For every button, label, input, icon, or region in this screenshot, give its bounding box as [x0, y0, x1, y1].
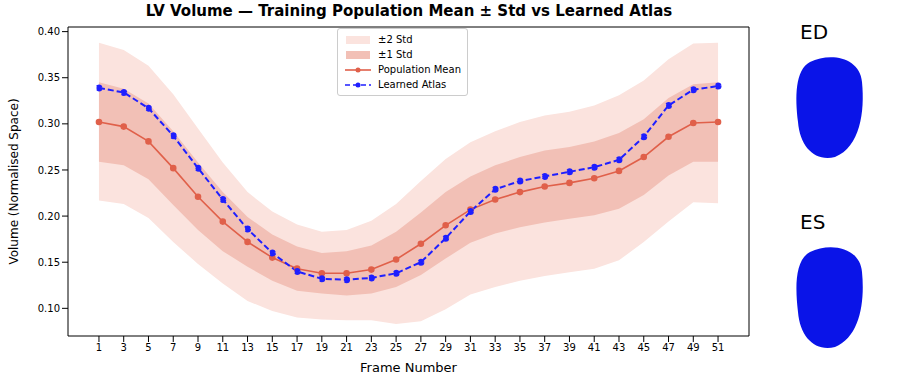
html-text:Population Mean: Population Mean: [378, 64, 461, 75]
svg-text:7: 7: [170, 342, 176, 353]
svg-text:35: 35: [514, 342, 527, 353]
svg-text:3: 3: [121, 342, 127, 353]
svg-text:Volume (Normalised Space): Volume (Normalised Space): [7, 98, 21, 264]
html-text:±1 Std: ±1 Std: [378, 49, 413, 60]
svg-text:9: 9: [195, 342, 201, 353]
svg-text:27: 27: [415, 342, 428, 353]
svg-text:51: 51: [712, 342, 725, 353]
svg-text:11: 11: [216, 342, 229, 353]
svg-text:0.25: 0.25: [38, 165, 60, 176]
svg-text:0.35: 0.35: [38, 72, 60, 83]
svg-text:47: 47: [662, 342, 675, 353]
svg-text:0.15: 0.15: [38, 257, 60, 268]
html-text:ED: ED: [800, 20, 828, 44]
svg-text:0.20: 0.20: [38, 211, 60, 222]
svg-text:0.30: 0.30: [38, 118, 60, 129]
svg-text:37: 37: [538, 342, 551, 353]
svg-text:Frame Number: Frame Number: [360, 360, 458, 375]
svg-text:13: 13: [241, 342, 254, 353]
svg-text:29: 29: [439, 342, 452, 353]
svg-text:45: 45: [637, 342, 650, 353]
svg-text:43: 43: [613, 342, 626, 353]
svg-text:17: 17: [291, 342, 304, 353]
svg-text:1: 1: [96, 342, 102, 353]
html-text:ES: ES: [800, 210, 826, 234]
svg-text:19: 19: [315, 342, 328, 353]
svg-text:41: 41: [588, 342, 601, 353]
svg-text:25: 25: [390, 342, 403, 353]
svg-text:49: 49: [687, 342, 700, 353]
svg-text:5: 5: [145, 342, 151, 353]
svg-text:0.40: 0.40: [38, 26, 60, 37]
html-text:Learned Atlas: Learned Atlas: [378, 79, 447, 90]
svg-text:0.10: 0.10: [38, 303, 60, 314]
svg-text:21: 21: [340, 342, 353, 353]
svg-text:15: 15: [266, 342, 279, 353]
html-text:LV Volume — Training Populatio: LV Volume — Training Population Mean ± S…: [145, 2, 673, 20]
html-text:±2 Std: ±2 Std: [378, 34, 413, 45]
svg-text:39: 39: [563, 342, 576, 353]
svg-text:23: 23: [365, 342, 378, 353]
svg-text:33: 33: [489, 342, 502, 353]
svg-text:31: 31: [464, 342, 477, 353]
